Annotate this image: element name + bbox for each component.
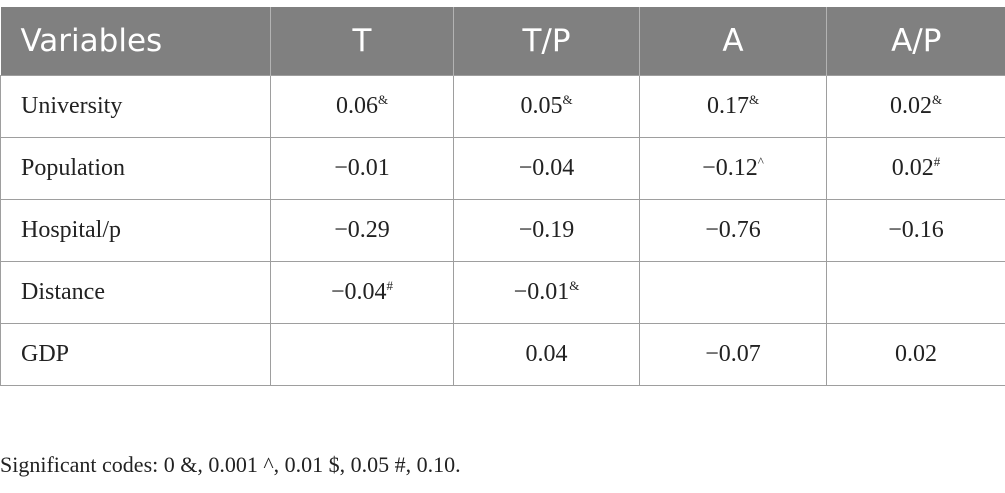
cell-value: 0.04 (525, 341, 568, 367)
table-cell: 0.02& (826, 75, 1005, 138)
regression-table: Variables T T/P A A/P University 0.06& 0… (0, 7, 1005, 386)
regression-table-container: Variables T T/P A A/P University 0.06& 0… (0, 7, 1005, 386)
cell-value: 0.17 (706, 93, 749, 119)
significance-mark: & (931, 92, 943, 107)
table-cell: −0.07 (639, 323, 827, 386)
cell-value: 0.06 (335, 93, 378, 119)
table-cell: −0.01 (270, 137, 454, 200)
significance-footnote: Significant codes: 0 &, 0.001 ^, 0.01 $,… (0, 452, 461, 477)
row-label-university: University (0, 75, 271, 138)
cell-value: −0.04 (330, 279, 387, 305)
header-a-per-p: A/P (826, 7, 1005, 76)
cell-value: −0.76 (705, 217, 761, 243)
cell-value: −0.07 (705, 341, 761, 367)
row-label-distance: Distance (0, 261, 271, 324)
table-cell: −0.12^ (639, 137, 827, 200)
table-cell: 0.04 (453, 323, 640, 386)
table-row: Hospital/p −0.29 −0.19 −0.76 −0.16 (0, 199, 1005, 262)
row-label-gdp: GDP (0, 323, 271, 386)
table-cell-empty (639, 261, 827, 324)
table-body: University 0.06& 0.05& 0.17& 0.02& Popul… (0, 75, 1005, 386)
table-header: Variables T T/P A A/P (0, 7, 1005, 76)
table-cell: −0.19 (453, 199, 640, 262)
table-cell: −0.04# (270, 261, 454, 324)
significance-mark: & (748, 92, 760, 107)
table-cell: 0.05& (453, 75, 640, 138)
table-cell: 0.06& (270, 75, 454, 138)
header-t-per-p: T/P (453, 7, 640, 76)
header-variables: Variables (0, 7, 271, 76)
table-cell: −0.76 (639, 199, 827, 262)
row-label-population: Population (0, 137, 271, 200)
table-row: Population −0.01 −0.04 −0.12^ 0.02# (0, 137, 1005, 200)
table-cell: 0.17& (639, 75, 827, 138)
row-label-hospital-per-p: Hospital/p (0, 199, 271, 262)
table-cell: 0.02 (826, 323, 1005, 386)
table-cell: 0.02# (826, 137, 1005, 200)
cell-value: 0.02 (891, 155, 934, 181)
table-cell-empty (270, 323, 454, 386)
cell-value: −0.12 (702, 155, 758, 181)
table-cell: −0.01& (453, 261, 640, 324)
significance-mark: & (562, 92, 573, 107)
table-cell: −0.04 (453, 137, 640, 200)
table-cell: −0.16 (826, 199, 1005, 262)
table-cell-empty (826, 261, 1005, 324)
cell-value: −0.04 (518, 155, 575, 181)
header-t: T (270, 7, 454, 76)
table-row: University 0.06& 0.05& 0.17& 0.02& (0, 75, 1005, 138)
cell-value: 0.02 (889, 93, 932, 119)
cell-value: −0.19 (518, 217, 575, 243)
significance-mark: # (386, 278, 394, 293)
significance-mark: ^ (757, 154, 764, 169)
cell-value: 0.02 (895, 341, 937, 367)
cell-value: −0.01 (513, 279, 570, 305)
table-cell: −0.29 (270, 199, 454, 262)
cell-value: −0.29 (334, 217, 390, 243)
cell-value: 0.05 (520, 93, 563, 119)
table-row: GDP 0.04 −0.07 0.02 (0, 323, 1005, 386)
significance-mark: & (569, 278, 580, 293)
table-row: Distance −0.04# −0.01& (0, 261, 1005, 324)
header-row: Variables T T/P A A/P (0, 7, 1005, 76)
significance-mark: # (933, 154, 941, 169)
cell-value: −0.16 (888, 217, 944, 243)
significance-mark: & (377, 92, 389, 107)
cell-value: −0.01 (334, 155, 390, 181)
header-a: A (639, 7, 827, 76)
